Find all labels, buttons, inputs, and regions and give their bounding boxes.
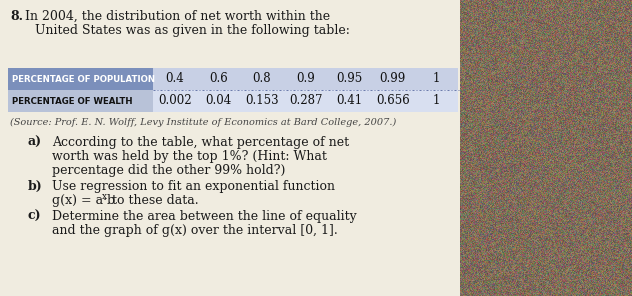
Bar — [8, 68, 153, 90]
Text: g(x) = a·b: g(x) = a·b — [52, 194, 115, 207]
Text: 1: 1 — [432, 94, 440, 107]
Text: 0.04: 0.04 — [205, 94, 231, 107]
Text: and the graph of g(x) over the interval [0, 1].: and the graph of g(x) over the interval … — [52, 224, 337, 237]
Text: Determine the area between the line of equality: Determine the area between the line of e… — [52, 210, 356, 223]
Text: 0.002: 0.002 — [158, 94, 191, 107]
Text: b): b) — [28, 180, 43, 193]
Text: c): c) — [28, 210, 42, 223]
Text: United States was as given in the following table:: United States was as given in the follow… — [35, 24, 350, 37]
Text: 0.41: 0.41 — [336, 94, 362, 107]
Text: 1: 1 — [432, 73, 440, 86]
Text: According to the table, what percentage of net: According to the table, what percentage … — [52, 136, 349, 149]
Text: (Source: Prof. E. N. Wolff, Levy Institute of Economics at Bard College, 2007.): (Source: Prof. E. N. Wolff, Levy Institu… — [10, 118, 396, 127]
Text: x: x — [102, 192, 107, 201]
Bar — [153, 90, 458, 112]
Text: a): a) — [28, 136, 42, 149]
Text: PERCENTAGE OF POPULATION: PERCENTAGE OF POPULATION — [12, 75, 155, 83]
Text: 0.656: 0.656 — [376, 94, 410, 107]
Text: to these data.: to these data. — [108, 194, 198, 207]
Bar — [153, 68, 458, 90]
Text: 0.95: 0.95 — [336, 73, 362, 86]
Text: 0.153: 0.153 — [245, 94, 279, 107]
Text: 0.287: 0.287 — [289, 94, 322, 107]
Text: PERCENTAGE OF WEALTH: PERCENTAGE OF WEALTH — [12, 96, 133, 105]
Text: Use regression to fit an exponential function: Use regression to fit an exponential fun… — [52, 180, 335, 193]
Text: 0.4: 0.4 — [166, 73, 184, 86]
Text: percentage did the other 99% hold?): percentage did the other 99% hold?) — [52, 164, 286, 177]
Text: 0.9: 0.9 — [296, 73, 315, 86]
Text: 0.99: 0.99 — [380, 73, 406, 86]
Text: worth was held by the top 1%? (Hint: What: worth was held by the top 1%? (Hint: Wha… — [52, 150, 327, 163]
Text: 0.8: 0.8 — [253, 73, 271, 86]
Text: 8.: 8. — [10, 10, 23, 23]
Text: 0.6: 0.6 — [209, 73, 228, 86]
Bar — [8, 90, 153, 112]
Text: In 2004, the distribution of net worth within the: In 2004, the distribution of net worth w… — [25, 10, 330, 23]
